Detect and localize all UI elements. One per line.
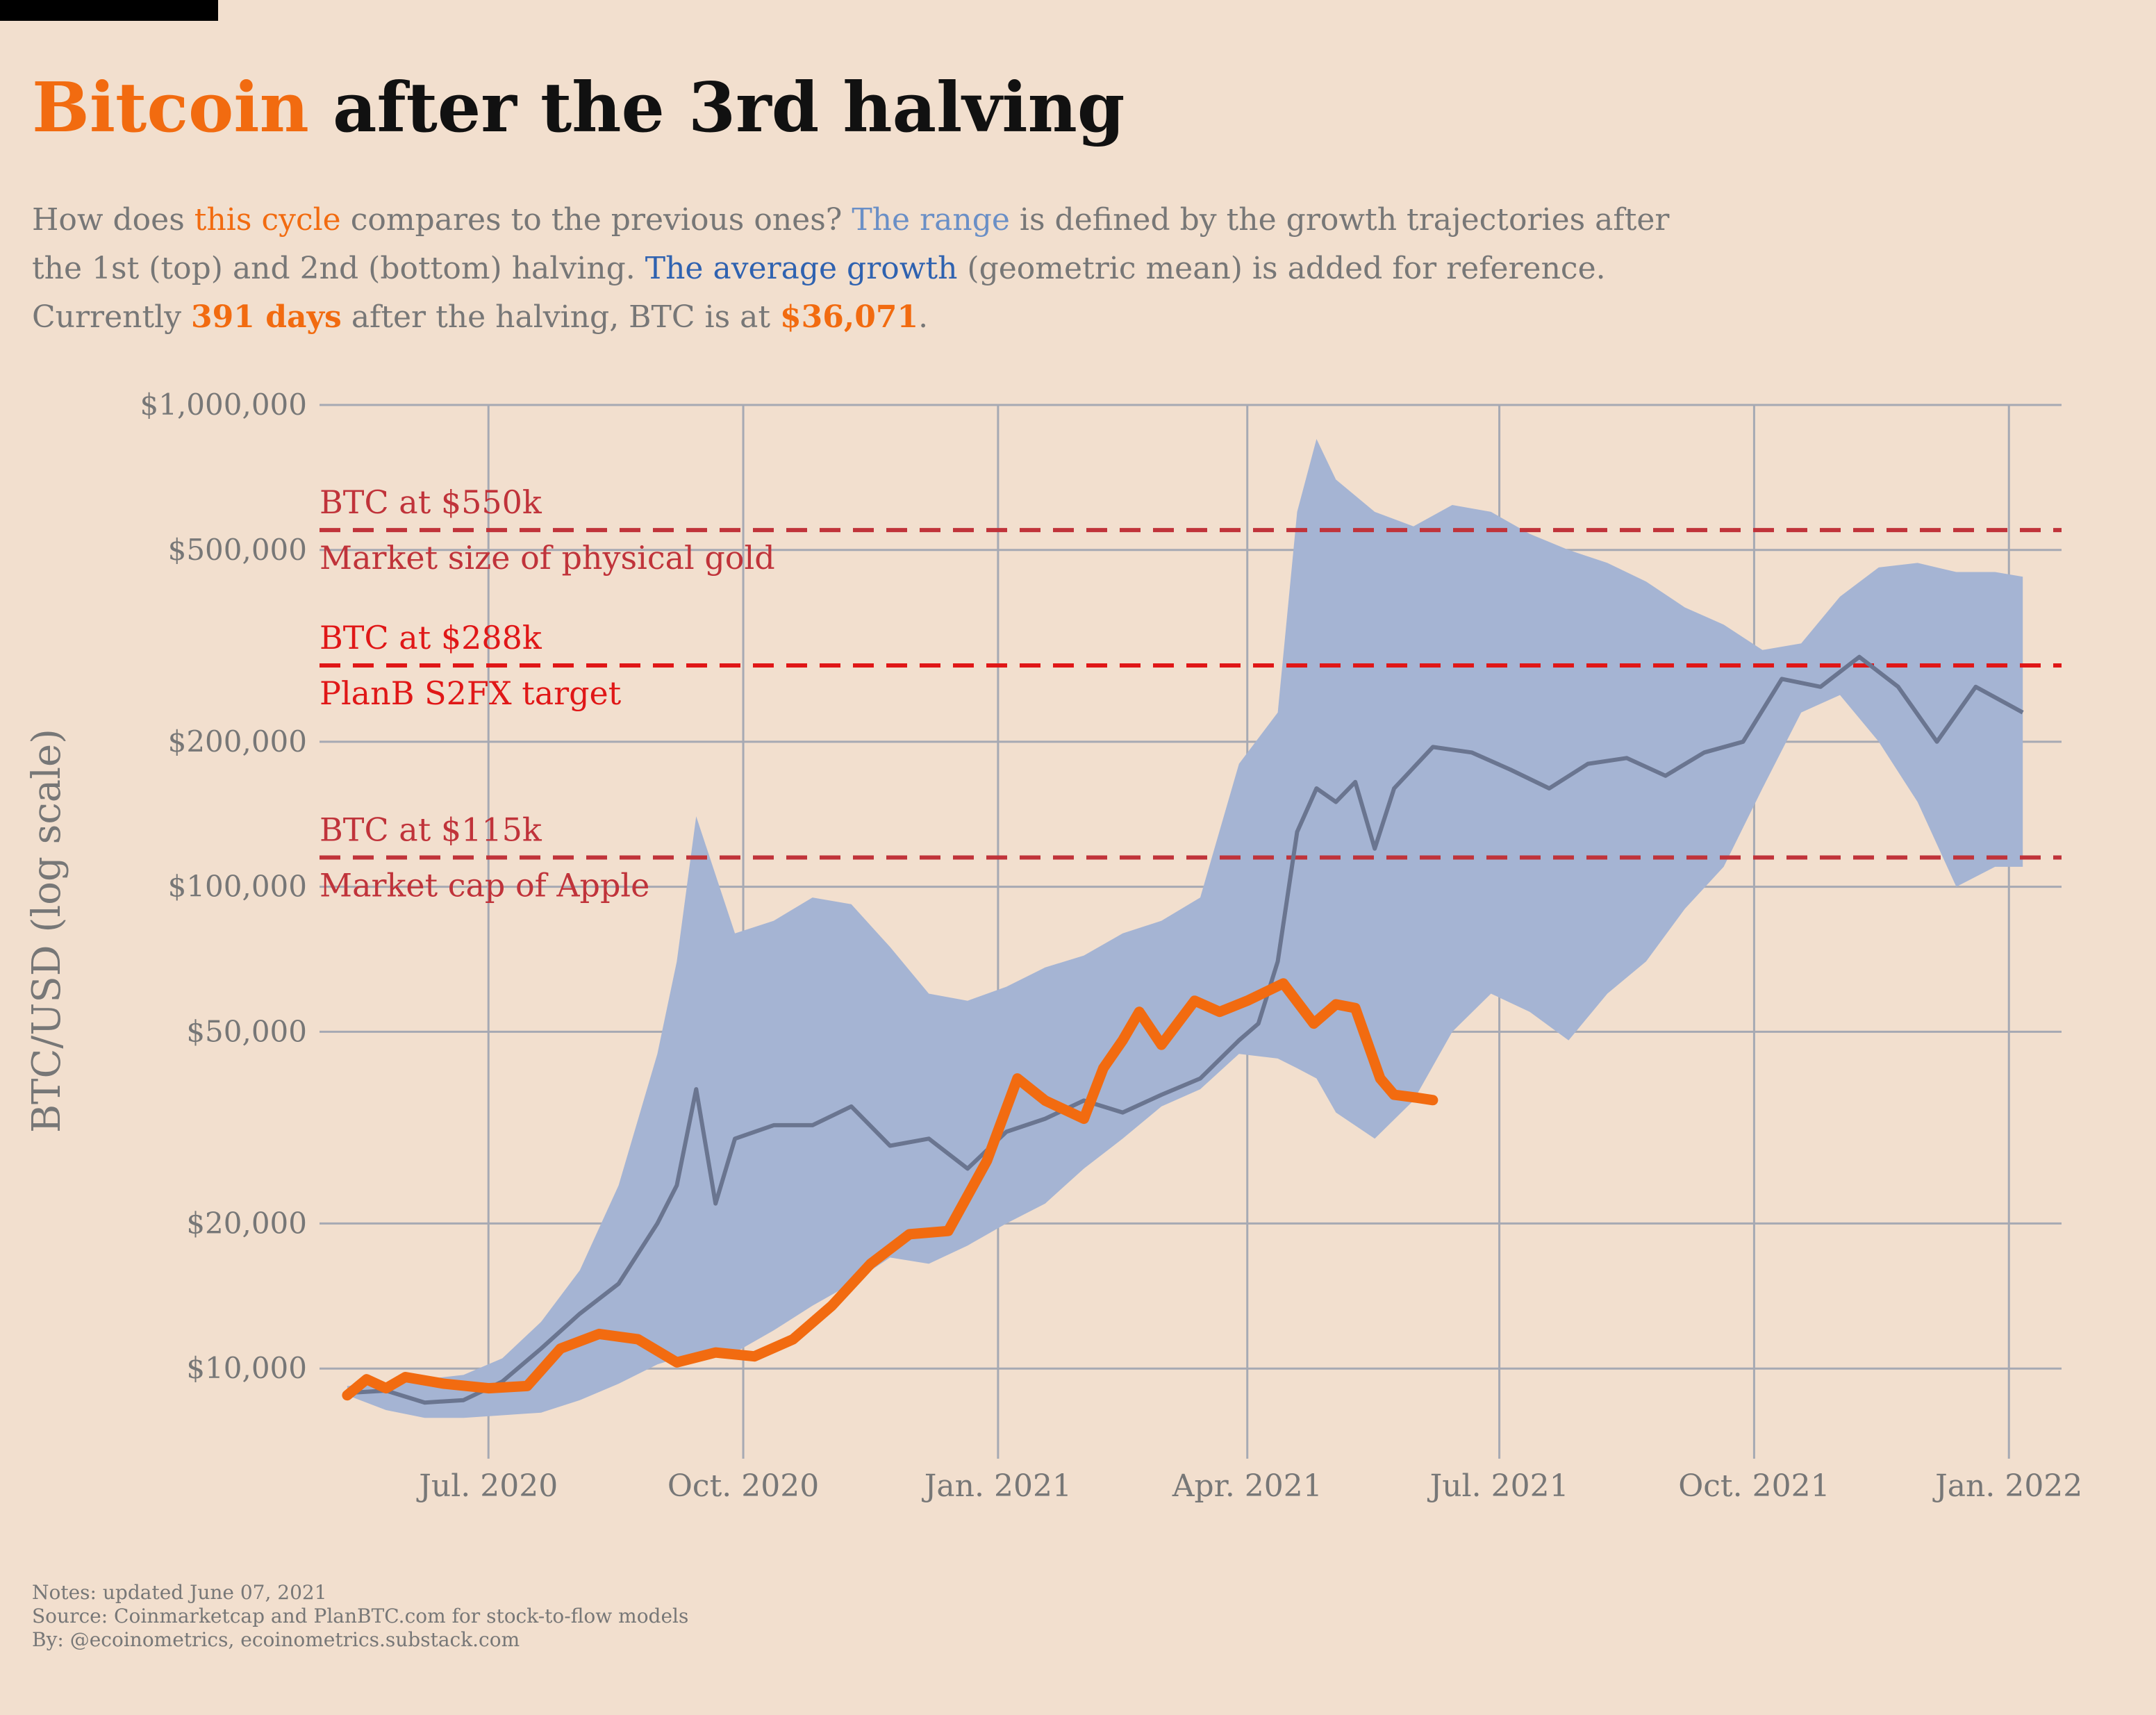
y-tick-label: $1,000,000: [140, 388, 307, 422]
y-tick-label: $500,000: [168, 533, 307, 567]
subtitle-line-3: Currently 391 days after the halving, BT…: [32, 293, 1699, 342]
subtitle-text: (geometric mean) is added for reference.: [957, 251, 1606, 286]
average-growth-line: [347, 654, 2024, 1405]
y-tick-label: $20,000: [186, 1206, 307, 1240]
subtitle-price: $36,071: [780, 299, 919, 335]
subtitle-days: 391 days: [191, 299, 342, 335]
title-rest: after the 3rd halving: [308, 68, 1125, 148]
notes-source: Source: Coinmarketcap and PlanBTC.com fo…: [32, 1605, 689, 1627]
y-tick-label: $10,000: [186, 1351, 307, 1385]
subtitle-text: .: [918, 299, 929, 335]
reference-label-bottom: Market cap of Apple: [320, 867, 649, 904]
range-band: [347, 439, 2023, 1418]
notes-updated: Notes: updated June 07, 2021: [32, 1581, 327, 1604]
subtitle-cycle: this cycle: [194, 202, 341, 238]
subtitle-text: is defined by the growth trajectories af…: [1009, 202, 1670, 238]
subtitle-text: How does: [32, 202, 194, 238]
subtitle-line-2: the 1st (top) and 2nd (bottom) halving. …: [32, 245, 1699, 293]
x-tick-label: Oct. 2021: [1678, 1468, 1830, 1504]
y-axis-title: BTC/USD (log scale): [24, 729, 69, 1133]
y-tick-label: $50,000: [186, 1014, 307, 1048]
reference-lines: BTC at $550k Market size of physical gold…: [320, 483, 2062, 904]
x-tick-label: Jan. 2021: [922, 1468, 1072, 1504]
x-tick-label: Apr. 2021: [1172, 1468, 1322, 1504]
top-bar-decoration: [0, 0, 218, 21]
x-tick-label: Jul. 2020: [416, 1468, 558, 1504]
subtitle-text: the 1st (top) and 2nd (bottom) halving.: [32, 251, 645, 286]
page-title: Bitcoin after the 3rd halving: [32, 68, 1125, 148]
reference-label-bottom: PlanB S2FX target: [320, 674, 622, 712]
x-tick-label: Oct. 2020: [667, 1468, 819, 1504]
reference-label-top: BTC at $550k: [320, 483, 542, 521]
subtitle-average: The average growth: [645, 251, 958, 286]
subtitle-text: compares to the previous ones?: [340, 202, 852, 238]
reference-label-top: BTC at $288k: [320, 619, 542, 656]
subtitle-line-1: How does this cycle compares to the prev…: [32, 196, 1699, 245]
y-tick-label: $200,000: [168, 724, 307, 759]
subtitle-text: after the halving, BTC is at: [341, 299, 781, 335]
reference-label-bottom: Market size of physical gold: [320, 539, 775, 577]
x-tick-label: Jul. 2021: [1427, 1468, 1569, 1504]
y-axis-labels: $10,000 $20,000 $50,000 $100,000 $200,000 $50…: [140, 388, 307, 1385]
notes-author: By: @ecoinometrics, ecoinometrics.substa…: [32, 1628, 520, 1651]
subtitle: How does this cycle compares to the prev…: [32, 196, 1699, 342]
x-tick-label: Jan. 2022: [1932, 1468, 2082, 1504]
title-accent: Bitcoin: [32, 68, 309, 148]
this-cycle-line: [342, 978, 1438, 1401]
subtitle-range: The range: [852, 202, 1010, 238]
footer-notes: Notes: updated June 07, 2021 Source: Coi…: [32, 1581, 688, 1652]
y-tick-label: $100,000: [168, 870, 307, 904]
reference-label-top: BTC at $115k: [320, 811, 542, 849]
x-axis-labels: Jul. 2020 Oct. 2020 Jan. 2021 Apr. 2021 Jul.…: [416, 1468, 2082, 1504]
subtitle-text: Currently: [32, 299, 192, 335]
